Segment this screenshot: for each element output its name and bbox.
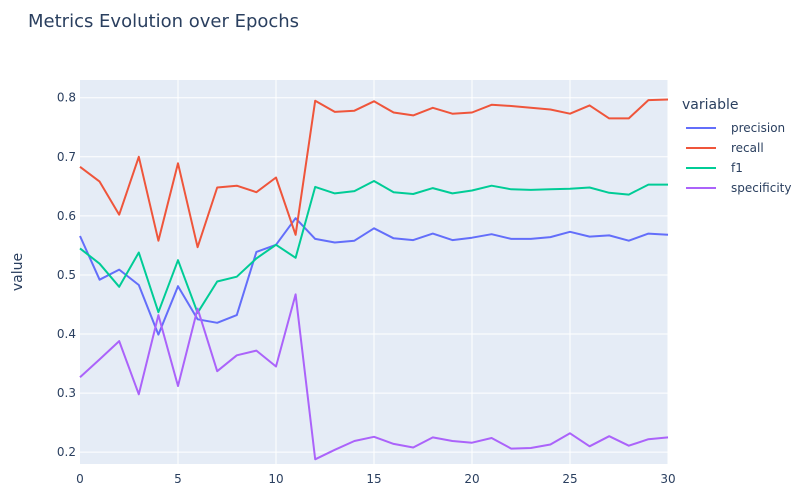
- series-line-precision: [79, 217, 669, 336]
- x-tick-label: 0: [76, 472, 84, 486]
- legend-item-precision[interactable]: precision: [686, 121, 785, 135]
- legend-item-specificity[interactable]: specificity: [686, 181, 791, 195]
- legend-label-specificity: specificity: [731, 181, 791, 195]
- y-tick-label: 0.8: [57, 91, 76, 105]
- chart-title: Metrics Evolution over Epochs: [28, 11, 299, 32]
- x-tick-label: 5: [174, 472, 182, 486]
- x-tick-label: 10: [268, 472, 283, 486]
- y-tick-label: 0.6: [57, 209, 76, 223]
- legend[interactable]: precision recall f1 specificity: [686, 121, 791, 195]
- y-tick-label: 0.2: [57, 445, 76, 459]
- x-tick-label: 25: [562, 472, 577, 486]
- y-tick-label: 0.5: [57, 268, 76, 282]
- x-tick-label: 15: [366, 472, 381, 486]
- series-line-recall: [79, 98, 669, 249]
- series-line-f1: [79, 180, 668, 314]
- y-tick-label: 0.3: [57, 386, 76, 400]
- y-axis-title: value: [10, 253, 26, 291]
- gridlines: [80, 80, 669, 464]
- legend-item-f1[interactable]: f1: [686, 161, 743, 175]
- legend-label-precision: precision: [731, 121, 785, 135]
- y-tick-label: 0.4: [57, 327, 76, 341]
- x-axis-ticks: 0 5 10 15 20 25 30: [76, 472, 675, 486]
- legend-label-recall: recall: [731, 141, 764, 155]
- legend-title: variable: [682, 97, 738, 113]
- series-line-specificity: [79, 293, 669, 461]
- series-lines: [79, 98, 669, 461]
- x-tick-label: 30: [660, 472, 675, 486]
- x-tick-label: 20: [464, 472, 479, 486]
- legend-item-recall[interactable]: recall: [686, 141, 764, 155]
- y-tick-label: 0.7: [57, 150, 76, 164]
- y-axis-ticks: 0.2 0.3 0.4 0.5 0.6 0.7 0.8: [57, 91, 76, 459]
- legend-label-f1: f1: [731, 161, 743, 175]
